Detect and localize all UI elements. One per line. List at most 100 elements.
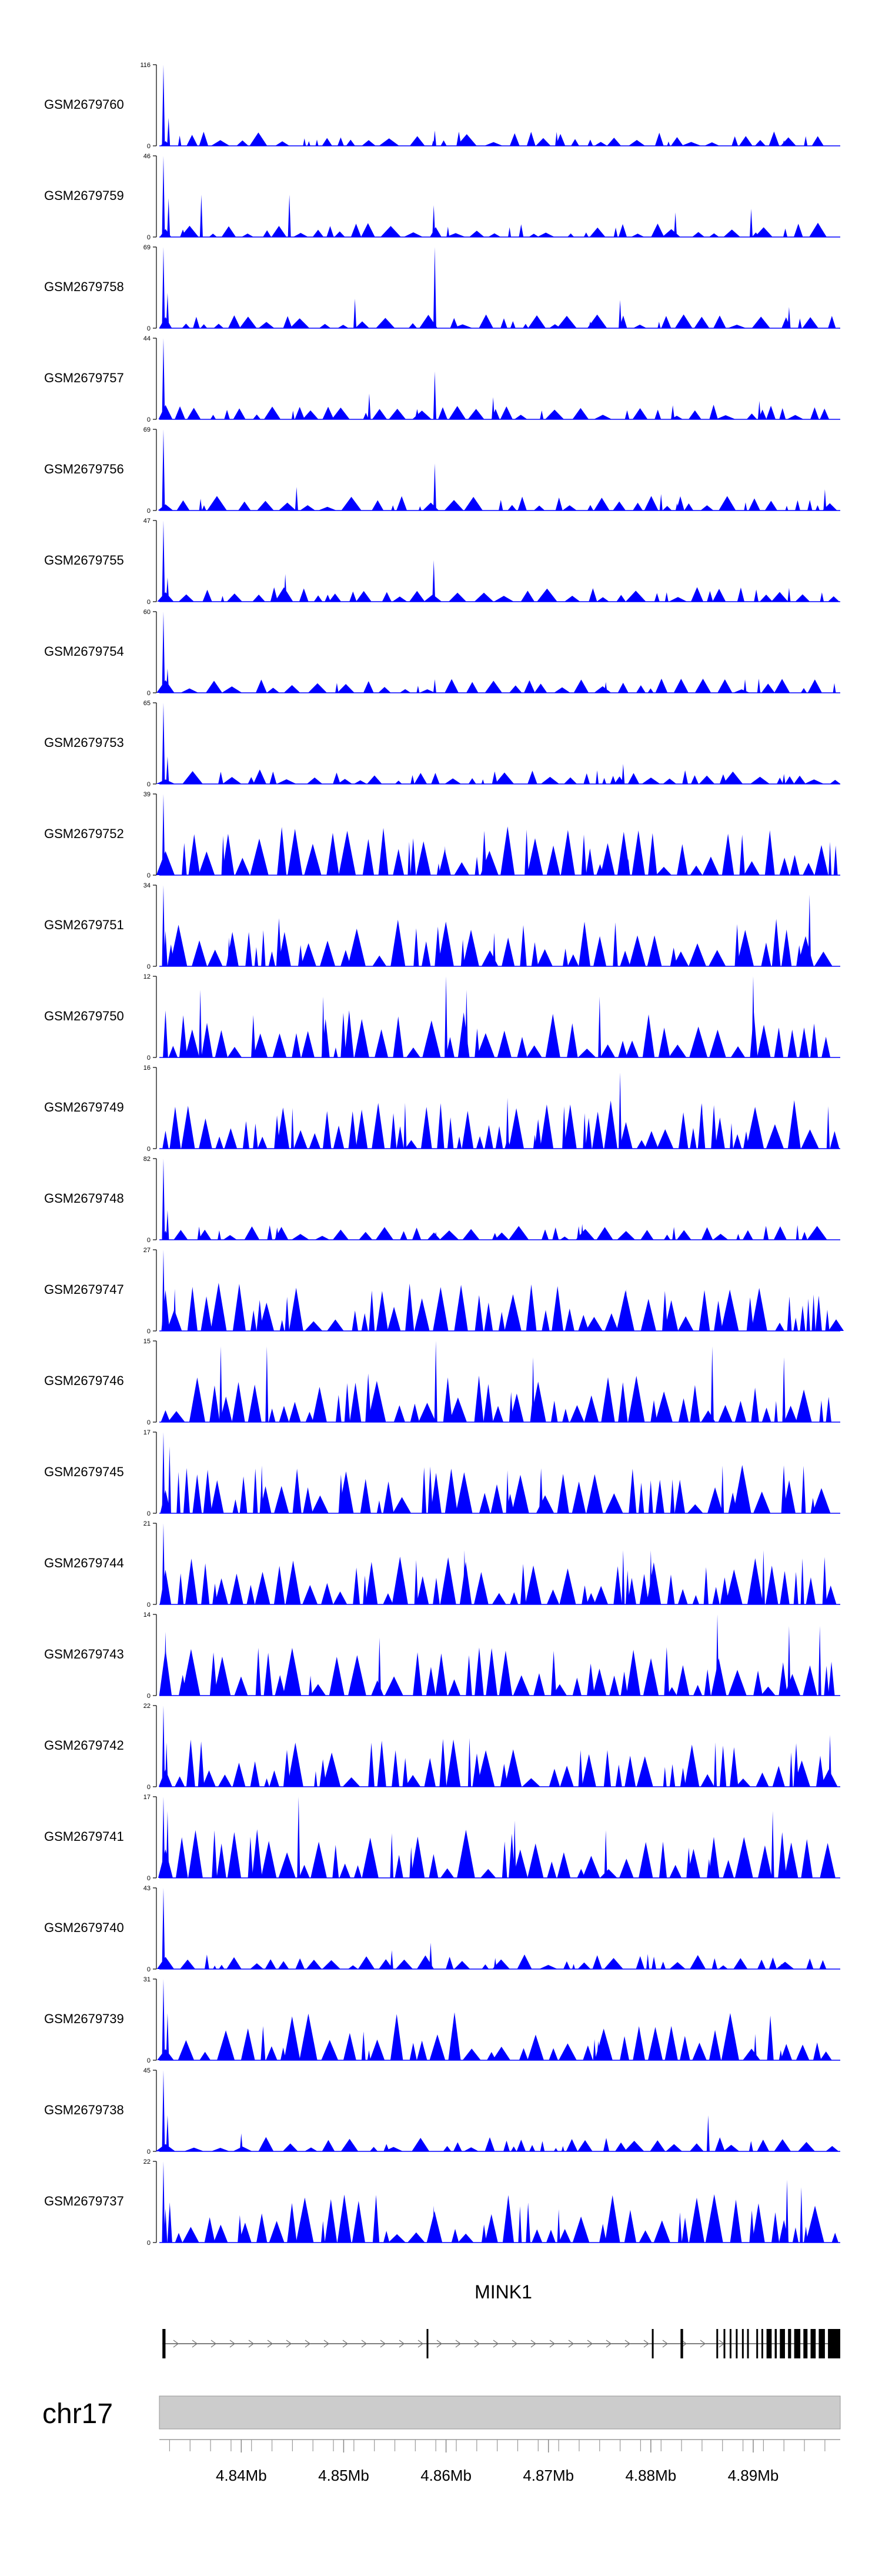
coverage-peak [167, 198, 171, 237]
coverage-peak [562, 1106, 566, 1149]
coverage-peak [426, 1667, 436, 1696]
gene-exon [766, 2329, 772, 2358]
coverage-peak [279, 1406, 289, 1422]
coverage-peak [284, 2016, 300, 2060]
coverage-peak [664, 1647, 670, 1696]
coverage-peak [418, 1403, 436, 1422]
coverage-peak [796, 1225, 799, 1240]
coverage-peak [162, 794, 165, 875]
coverage-peak [721, 1289, 739, 1331]
coverage-peak [730, 1123, 733, 1149]
coverage-peak [348, 1655, 366, 1696]
coverage-peak [431, 773, 440, 784]
coverage-peak [339, 1863, 351, 1878]
coverage-peak [651, 223, 664, 237]
coverage-peak [618, 1382, 628, 1422]
coverage-peak [527, 838, 543, 875]
coverage-peak [536, 1495, 554, 1513]
chromosome-ideogram [159, 2395, 841, 2430]
coverage-peak [299, 588, 309, 602]
coverage-peak [209, 1652, 218, 1696]
coverage-peak [299, 2013, 318, 2060]
coverage-peak [807, 679, 822, 693]
coverage-peak [180, 1959, 196, 1969]
coverage-peak [250, 1761, 260, 1787]
coverage-peak [784, 1674, 800, 1696]
coverage-peak [388, 2234, 406, 2243]
coverage-track: GSM2679738 45 0 [44, 2067, 840, 2155]
y-max-label: 47 [143, 518, 151, 525]
coverage-track: GSM2679743 14 0 [44, 1611, 840, 1700]
coverage-peak [615, 2142, 627, 2151]
coverage-peak [636, 1756, 653, 1787]
coverage-peak [303, 1487, 313, 1513]
coverage-peak [356, 1109, 368, 1149]
coverage-peak [576, 1229, 595, 1240]
coverage-peak [492, 2047, 510, 2060]
track-sample-label: GSM2679750 [44, 1009, 124, 1023]
coverage-peak [449, 406, 466, 419]
coverage-peak [289, 318, 310, 328]
coverage-peak [462, 2048, 481, 2060]
coverage-peak [334, 231, 345, 237]
coverage-peak [587, 1663, 595, 1696]
coverage-peak [221, 226, 236, 237]
coverage-peak [166, 1811, 169, 1878]
coverage-peak [371, 1680, 384, 1696]
coverage-peak [422, 1020, 441, 1057]
coverage-peak [719, 1746, 727, 1787]
coverage-peak [709, 405, 718, 419]
coverage-peak [252, 414, 261, 419]
coverage-peak [476, 1033, 495, 1057]
coverage-peak [254, 947, 259, 966]
coverage-peak [346, 139, 355, 146]
x-tick-label: 4.84Mb [216, 2467, 267, 2484]
coverage-peak [175, 1776, 185, 1787]
coverage-peak [198, 1229, 212, 1240]
coverage-peak [757, 1025, 771, 1057]
y-max-label: 39 [143, 791, 151, 798]
y-min-label: 0 [147, 1601, 151, 1609]
coverage-peak [600, 1044, 616, 1057]
coverage-peak [545, 1013, 560, 1057]
coverage-peak [429, 1854, 439, 1878]
coverage-peak [365, 1373, 372, 1422]
gene-track: MINK1 [162, 2281, 840, 2358]
coverage-peak [459, 1561, 472, 1604]
coverage-peak [660, 1961, 666, 1969]
coverage-peak [448, 592, 467, 602]
coverage-peak [714, 1300, 723, 1331]
coverage-peak [750, 776, 770, 784]
coverage-peak [162, 1797, 165, 1878]
coverage-peak [529, 233, 539, 237]
coverage-peak [734, 1400, 747, 1422]
coverage-peak [746, 1106, 764, 1149]
coverage-peak [578, 1750, 583, 1787]
coverage-peak [754, 589, 759, 602]
coverage-peak [718, 1404, 733, 1422]
coverage-peak [719, 1965, 728, 1969]
coverage-peak [662, 506, 672, 510]
coverage-peak [495, 1232, 509, 1240]
coverage-peak [241, 233, 254, 237]
coverage-peak [624, 2141, 644, 2151]
coverage-peak [690, 1127, 697, 1149]
coverage-peak [201, 1296, 212, 1331]
coverage-peak [344, 1383, 350, 1422]
coverage-peak [306, 1960, 322, 1969]
coverage-peak [733, 1958, 748, 1969]
coverage-peak [784, 776, 794, 784]
coverage-peak [180, 688, 199, 693]
coverage-peak [723, 229, 740, 237]
coverage-peak [315, 139, 319, 146]
coverage-peak [162, 247, 165, 328]
coverage-peak [764, 500, 777, 510]
coverage-peak [383, 2231, 390, 2243]
coverage-peak [302, 1585, 318, 1604]
coverage-peak [440, 1557, 456, 1604]
coverage-peak [232, 1763, 246, 1787]
coverage-peak [819, 1400, 824, 1422]
y-max-label: 22 [143, 2158, 151, 2165]
coverage-peak [577, 1868, 586, 1878]
coverage-peak [560, 1236, 570, 1240]
